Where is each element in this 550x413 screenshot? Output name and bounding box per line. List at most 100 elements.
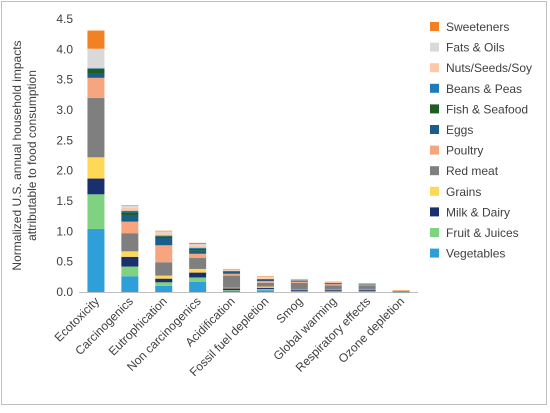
bar-segment-poultry <box>358 285 376 286</box>
bar-segment-eggs <box>324 283 342 285</box>
bar-segment-eggs <box>189 250 207 254</box>
bar-segment-nuts-seeds-soy <box>121 207 139 211</box>
bar-segment-fats-oils <box>155 231 173 234</box>
y-tick-label: 3.0 <box>56 103 73 117</box>
legend-swatch <box>430 63 439 73</box>
bar-segment-fruit-juices <box>121 266 139 277</box>
bar-segment-fruit-juices <box>155 282 173 286</box>
bar-segment-eggs <box>155 238 173 246</box>
bar-segment-eggs <box>358 284 376 286</box>
bar-segment-poultry <box>223 273 241 276</box>
bar-segment-beans-peas <box>324 282 342 284</box>
bar-segment-sweeteners <box>392 290 410 291</box>
y-tick-label: 0.0 <box>56 285 73 299</box>
bar-segment-grains <box>155 275 173 279</box>
bar-segment-nuts-seeds-soy <box>223 270 241 272</box>
bar-segment-eggs <box>290 281 308 282</box>
bar-segment-fats-oils <box>189 244 207 246</box>
bar-segment-vegetables <box>189 281 207 292</box>
bar-segment-red-meat <box>324 285 342 289</box>
bar-segment-vegetables <box>290 291 308 292</box>
y-axis-title: Normalized U.S. annual household impacts… <box>10 40 39 270</box>
legend-swatch <box>430 22 439 31</box>
bar-segment-fats-oils <box>290 279 308 280</box>
bar-segment-eggs <box>223 271 241 274</box>
bar-segment-grains <box>358 288 376 290</box>
bar-segment-fish-seafood <box>121 212 139 216</box>
bar-segment-fish-seafood <box>155 236 173 239</box>
bar-segment-sweeteners <box>256 276 274 277</box>
bar-segment-poultry <box>87 77 105 98</box>
legend-swatch <box>430 166 439 176</box>
legend-swatch <box>430 228 439 237</box>
bar-segment-nuts-seeds-soy <box>256 277 274 279</box>
y-tick-label: 1.0 <box>56 224 73 238</box>
bar-segment-fats-oils <box>256 276 274 278</box>
bar-segment-milk-dairy <box>358 289 376 291</box>
bar-segment-grains <box>392 291 410 292</box>
bar-segment-nuts-seeds-soy <box>87 66 105 69</box>
legend-label: Sweeteners <box>446 20 509 34</box>
legend-swatch <box>430 42 439 52</box>
bar-segment-fats-oils <box>358 283 376 284</box>
bar-segment-grains <box>324 288 342 290</box>
bar-segment-eggs <box>256 279 274 282</box>
bar-segment-sweeteners <box>155 230 173 232</box>
bar-segment-red-meat <box>290 282 308 289</box>
legend-label: Eggs <box>446 123 473 137</box>
bar-segment-vegetables <box>121 276 139 292</box>
bar-segment-milk-dairy <box>324 289 342 291</box>
bar-segment-red-meat <box>189 258 207 269</box>
bar-segment-fish-seafood <box>256 279 274 280</box>
y-tick-label: 3.5 <box>56 73 73 87</box>
legend-label: Poultry <box>446 144 483 158</box>
bar-segment-sweeteners <box>189 242 207 245</box>
bar-segment-nuts-seeds-soy <box>155 233 173 236</box>
legend-label: Fats & Oils <box>446 41 505 55</box>
bar-segment-milk-dairy <box>290 289 308 291</box>
bar-segment-fruit-juices <box>256 288 274 291</box>
legend-label: Beans & Peas <box>446 82 522 96</box>
y-tick-label: 2.0 <box>56 164 73 178</box>
bar-segment-vegetables <box>256 290 274 292</box>
bar-segment-vegetables <box>324 291 342 292</box>
bar-segment-fruit-juices <box>223 290 241 291</box>
legend-label: Milk & Dairy <box>446 205 510 219</box>
bar-segment-milk-dairy <box>87 178 105 195</box>
legend-label: Grains <box>446 185 481 199</box>
bar-segment-fish-seafood <box>189 248 207 251</box>
legend-swatch <box>430 125 439 134</box>
bar-segment-vegetables <box>358 291 376 292</box>
bar-segment-grains <box>223 287 241 289</box>
bar-segment-sweeteners <box>290 278 308 280</box>
bar-segment-poultry <box>256 281 274 283</box>
bar-segment-eggs <box>121 215 139 222</box>
bar-segment-red-meat <box>121 233 139 252</box>
legend-label: Fruit & Juices <box>446 226 519 240</box>
bar-segment-red-meat <box>358 285 376 289</box>
legend-swatch <box>430 83 439 93</box>
bar-segment-grains <box>121 251 139 257</box>
legend-label: Fish & Seafood <box>446 102 528 116</box>
bar-segment-fats-oils <box>324 281 342 283</box>
bar-segment-eggs <box>87 72 105 78</box>
bar-segment-beans-peas <box>223 271 241 272</box>
bar-segment-milk-dairy <box>121 256 139 267</box>
bar-segment-fish-seafood <box>290 280 308 282</box>
bar-segment-grains <box>290 288 308 290</box>
bar-segment-vegetables <box>87 228 105 292</box>
y-tick-label: 0.5 <box>56 255 73 269</box>
bar-segment-fats-oils <box>87 48 105 67</box>
bar-segment-beans-peas <box>358 284 376 285</box>
bar-segment-grains <box>256 286 274 288</box>
legend-swatch <box>430 207 439 217</box>
bar-segment-grains <box>189 268 207 273</box>
bar-segment-fish-seafood <box>87 68 105 73</box>
bar-segment-milk-dairy <box>223 288 241 291</box>
legend-swatch <box>430 186 439 196</box>
legend-label: Nuts/Seeds/Soy <box>446 61 532 75</box>
bar-segment-milk-dairy <box>189 272 207 278</box>
bar-segment-grains <box>87 157 105 179</box>
